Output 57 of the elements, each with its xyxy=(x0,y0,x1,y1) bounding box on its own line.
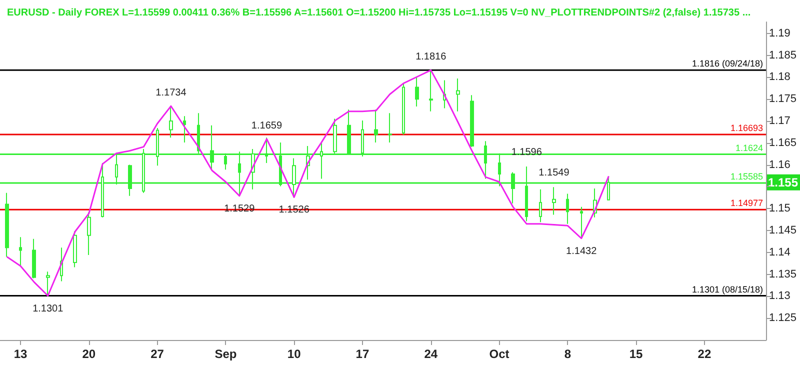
y-tick-label: 1.185 xyxy=(769,49,797,62)
chart-title: EURUSD - Daily FOREX L=1.15599 0.00411 0.36% B=1.15596 A=1.15601 O=1.15200 Hi=1.15735 Lo=1.15195 V=0 NV_PLOTTRENDPOINTS#2 (2,false) 1.15735 ... xyxy=(7,8,751,18)
ref-line-label: 1.1624 xyxy=(735,142,763,153)
candlestick xyxy=(415,76,419,108)
y-tick-label: 1.18 xyxy=(769,71,790,84)
candlestick xyxy=(580,206,583,239)
ref-line-label: 1.14977 xyxy=(730,198,763,208)
candlestick xyxy=(456,78,460,112)
candlestick xyxy=(169,106,173,138)
candlestick xyxy=(46,271,50,296)
y-tick-label: 1.125 xyxy=(769,312,797,324)
text: 1.1549 xyxy=(538,168,570,179)
ref-line-label: 1.15585 xyxy=(730,171,763,182)
y-tick-label: 1.175 xyxy=(769,93,797,106)
y-tick-label: 1.17 xyxy=(769,114,790,127)
x-tick-label: 20 xyxy=(82,347,96,361)
candlestick xyxy=(539,188,542,223)
data-label: 1.1659 xyxy=(251,120,282,132)
x-tick-label: 17 xyxy=(356,347,370,361)
candlestick xyxy=(388,112,392,143)
ref-line-label: 1.16693 xyxy=(730,122,763,133)
data-label: 1.1734 xyxy=(156,88,187,99)
candlestick xyxy=(87,212,91,256)
x-tick-label: 10 xyxy=(287,347,302,361)
data-label: 1.1301 xyxy=(32,303,64,314)
line-series xyxy=(6,69,610,297)
y-tick-label: 1.15 xyxy=(769,202,790,215)
y-tick-label: 1.19 xyxy=(769,27,790,40)
candlestick xyxy=(183,116,186,143)
ref-line-label: 1.1301 (08/15/18) xyxy=(692,284,763,294)
y-tick-label: 1.135 xyxy=(769,268,797,280)
candlestick xyxy=(429,70,433,112)
y-tick-label: 1.14 xyxy=(769,246,790,258)
candlestick xyxy=(566,193,569,224)
ref-line-label: 1.1816 (09/24/18) xyxy=(692,58,763,69)
candlestick xyxy=(5,192,9,258)
annotation: 1.155 xyxy=(768,175,798,190)
x-tick-label: Oct xyxy=(489,347,510,361)
data-label: 1.1816 xyxy=(416,52,447,63)
x-tick-label: 24 xyxy=(424,347,438,361)
y-tick-label: 1.16 xyxy=(769,158,790,171)
candlestick xyxy=(402,82,405,136)
candlestick xyxy=(32,238,36,279)
x-tick-label: 15 xyxy=(629,347,644,361)
candlestick xyxy=(19,236,22,266)
y-tick-label: 1.165 xyxy=(769,136,797,149)
x-tick-label: 22 xyxy=(698,347,712,361)
candlestick xyxy=(374,109,378,143)
x-tick-label: 27 xyxy=(150,347,164,361)
candlestick xyxy=(552,186,556,216)
x-tick-label: 13 xyxy=(14,347,28,361)
data-label: 1.1432 xyxy=(566,246,598,257)
y-tick-label: 1.13 xyxy=(769,290,790,302)
x-tick-label: 8 xyxy=(564,347,572,361)
x-tick-label: Sep xyxy=(214,347,237,361)
y-tick-label: 1.145 xyxy=(769,224,797,236)
candlestick xyxy=(470,94,474,148)
